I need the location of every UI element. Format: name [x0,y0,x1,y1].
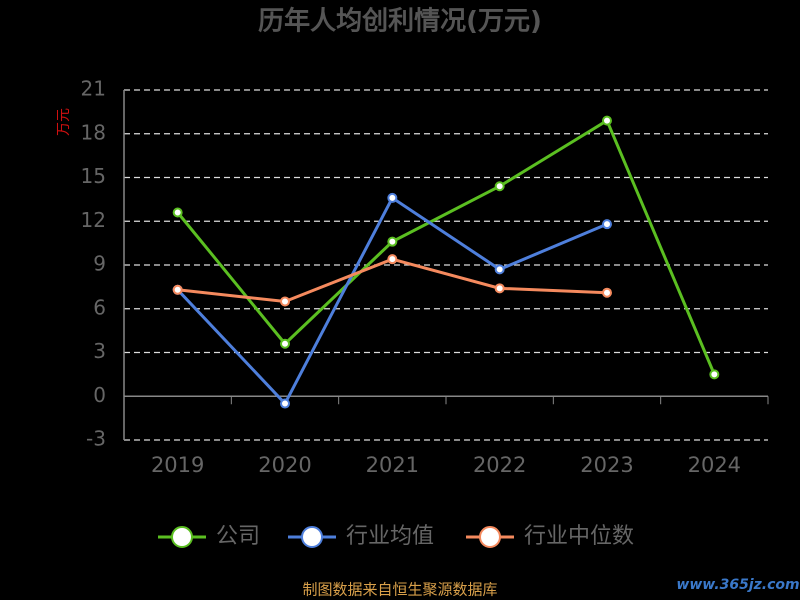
data-point [602,219,612,230]
y-tick-label: 0 [93,383,106,407]
x-tick-label: 2021 [366,453,419,477]
data-point [172,284,183,295]
y-tick-label: -3 [86,427,106,451]
y-tick-label: 9 [93,252,106,276]
chart-title: 历年人均创利情况(万元) [258,6,542,37]
y-axis-label: 万元 [56,108,72,136]
data-point [387,192,398,203]
data-point [494,264,505,275]
x-tick-label: 2023 [580,453,633,477]
y-tick-label: 18 [81,120,106,144]
data-point [494,181,505,192]
y-tick-label: 3 [93,339,106,363]
y-tick-label: 21 [81,77,106,101]
legend-marker [479,526,501,548]
data-point [387,254,398,265]
series-line [176,195,608,407]
y-tick-label: 12 [81,208,106,232]
data-point [280,296,290,307]
x-tick-label: 2020 [258,453,311,477]
data-point [280,338,290,349]
data-point [172,207,183,218]
data-point [709,369,720,380]
series-line [176,118,716,375]
x-tick-label: 2019 [151,453,204,477]
data-point [280,398,290,409]
y-tick-label: 6 [93,295,106,319]
x-tick-label: 2022 [473,453,526,477]
legend-label: 行业均值 [346,524,434,549]
source-note: 制图数据来自恒生聚源数据库 [302,581,497,599]
series-line [177,257,608,303]
data-point [387,236,398,247]
watermark: www.365jz.com [676,577,799,593]
data-point [602,287,612,298]
x-tick-label: 2024 [688,453,741,477]
legend-label: 公司 [216,524,260,549]
data-point [602,115,612,126]
legend-marker [171,526,193,548]
data-point [494,283,505,294]
legend-label: 行业中位数 [524,524,634,549]
y-tick-label: 15 [81,164,106,188]
legend-marker [301,526,323,548]
